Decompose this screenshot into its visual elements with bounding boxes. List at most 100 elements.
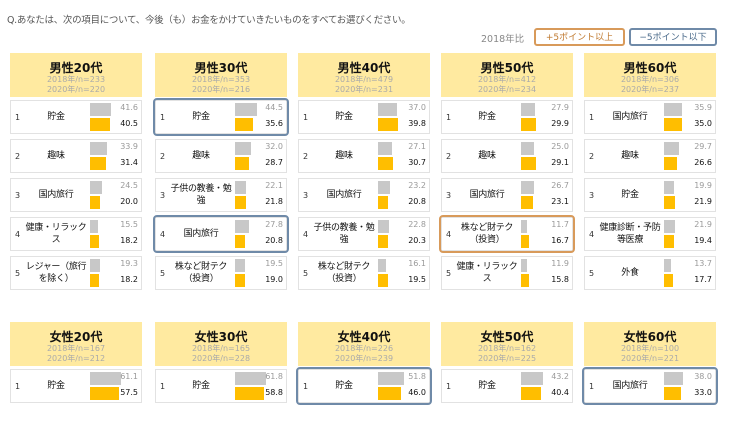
value-2018: 13.7 [694,259,712,268]
ranking-row: 4 健康・リラックス 15.5 18.2 [10,217,142,251]
value-2018: 27.1 [408,142,426,151]
age-group-panel: 男性50代 2018年/n=412 2020年/n=234 1 貯金 27.9 29.9 2 趣… [439,53,575,290]
sample-size-2018: 2018年/n=233 [46,75,106,84]
value-2020: 21.8 [265,197,283,206]
bar-2018 [521,103,535,116]
bar-2018 [664,142,679,155]
ranking-row: 1 貯金 44.5 35.6 [155,100,287,134]
bar-2020 [235,235,246,248]
value-2020: 20.0 [120,197,138,206]
bar-2020 [664,274,673,287]
item-label: 貯金 [478,112,496,122]
age-group-panel: 女性20代 2018年/n=167 2020年/n=212 1 貯金 61.1 57.5 [10,322,142,403]
item-label: 株など財テク（投資） [174,262,228,284]
value-2018: 44.5 [265,103,283,112]
value-2020: 29.1 [551,158,569,167]
bar-2018 [90,103,111,116]
value-2020: 26.6 [694,158,712,167]
rank-number: 5 [160,269,166,278]
bar-2018 [235,142,251,155]
age-group-panel: 女性60代 2018年/n=100 2020年/n=221 1 国内旅行 38.0 33.0 [582,322,718,405]
rank-number: 1 [15,382,21,391]
ranking-row: 1 貯金 27.9 29.9 [441,100,573,134]
value-2018: 43.2 [551,372,569,381]
bar-2020 [521,387,542,400]
ranking-row: 4 健康診断・予防等医療 21.9 19.4 [584,217,716,251]
value-2020: 20.8 [408,197,426,206]
item-label: 貯金 [192,112,210,122]
sample-size-2020: 2020年/n=237 [620,85,680,94]
sample-size-2020: 2020年/n=220 [46,85,106,94]
value-2018: 19.5 [265,259,283,268]
bar-2020 [235,274,245,287]
value-2020: 19.0 [265,275,283,284]
bar-2020 [378,196,389,209]
rank-number: 2 [15,152,21,161]
rank-number: 1 [589,113,595,122]
panel-title: 女性50代 [480,330,534,344]
rank-number: 4 [160,230,166,239]
value-2020: 15.8 [551,275,569,284]
panel-header: 男性30代 2018年/n=353 2020年/n=216 [155,53,287,97]
bar-2020 [521,235,530,248]
bar-2018 [521,372,543,385]
value-2018: 16.1 [408,259,426,268]
ranking-row: 1 貯金 43.2 40.4 [441,369,573,403]
value-2020: 17.7 [694,275,712,284]
legend-compare-label: 2018年比 [481,34,525,45]
bar-2018 [664,372,683,385]
ranking-row: 1 国内旅行 38.0 33.0 [584,369,716,403]
value-2020: 40.5 [120,119,138,128]
item-label: 株など財テク（投資） [460,223,514,245]
ranking-row: 2 趣味 32.0 28.7 [155,139,287,173]
bar-2020 [90,387,119,400]
rank-number: 1 [589,382,595,391]
bar-2018 [235,372,266,385]
age-group-panel: 女性50代 2018年/n=162 2020年/n=225 1 貯金 43.2 40.4 [441,322,573,403]
survey-question: Q.あなたは、次の項目について、今後（も）お金をかけていきたいものをすべてお選び… [7,15,411,26]
item-label: 子供の教養・勉強 [313,223,375,245]
item-label: 貯金 [335,112,353,122]
item-label: 外食 [621,268,639,278]
ranking-row: 5 株など財テク（投資） 19.5 19.0 [155,256,287,290]
rank-number: 3 [589,191,595,200]
rank-number: 3 [15,191,21,200]
bar-2018 [378,259,387,272]
legend-plus-5: +5ポイント以上 [534,28,625,46]
value-2018: 22.8 [408,220,426,229]
item-label: 貯金 [192,381,210,391]
legend-minus-5: −5ポイント以下 [629,28,717,46]
bar-2018 [378,142,392,155]
panel-header: 女性40代 2018年/n=226 2020年/n=239 [298,322,430,366]
item-label: 貯金 [335,381,353,391]
value-2018: 61.1 [120,372,138,381]
ranking-row: 2 趣味 29.7 26.6 [584,139,716,173]
item-label: レジャー（旅行を除く） [25,262,87,284]
item-label: 株など財テク（投資） [317,262,371,284]
value-2020: 57.5 [120,388,138,397]
bar-2018 [235,259,245,272]
ranking-row: 5 株など財テク（投資） 16.1 19.5 [298,256,430,290]
panel-header: 女性50代 2018年/n=162 2020年/n=225 [441,322,573,366]
panel-title: 女性20代 [49,330,103,344]
panel-header: 女性60代 2018年/n=100 2020年/n=221 [584,322,716,366]
panel-title: 男性40代 [337,61,391,75]
sample-size-2018: 2018年/n=353 [191,75,251,84]
item-label: 国内旅行 [326,190,362,200]
value-2018: 22.1 [265,181,283,190]
bar-2020 [521,196,533,209]
ranking-row: 2 趣味 25.0 29.1 [441,139,573,173]
ranking-row: 1 貯金 41.6 40.5 [10,100,142,134]
sample-size-2018: 2018年/n=412 [477,75,537,84]
item-label: 健康診断・予防等医療 [599,223,661,245]
rank-number: 5 [446,269,452,278]
ranking-row: 1 貯金 37.0 39.8 [298,100,430,134]
value-2018: 25.0 [551,142,569,151]
rank-number: 1 [160,382,166,391]
highlight-minus-5 [296,367,432,405]
value-2020: 39.8 [408,119,426,128]
bar-2020 [378,118,398,131]
value-2018: 32.0 [265,142,283,151]
rank-number: 1 [446,113,452,122]
bar-2018 [90,372,121,385]
